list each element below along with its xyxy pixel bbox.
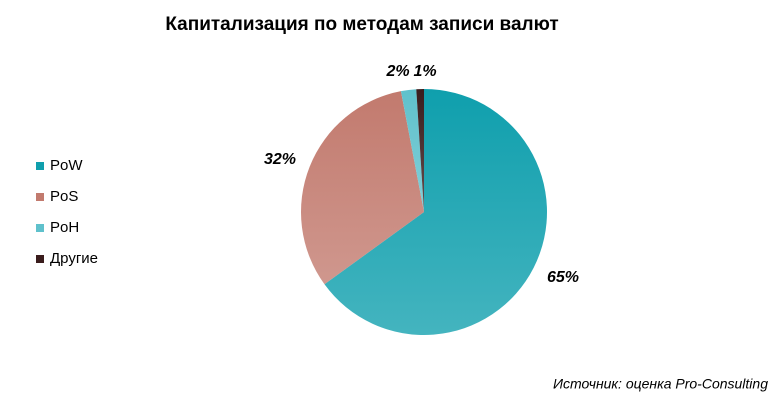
chart-title: Капитализация по методам записи валют (165, 14, 558, 35)
pie-slice (416, 89, 424, 212)
pie-slice (301, 91, 424, 285)
value-label: 2% (385, 63, 409, 80)
value-label: 65% (547, 269, 579, 286)
source-note: Источник: оценка Pro-Consulting (553, 376, 768, 392)
pie-slice (400, 89, 424, 212)
legend-label: PoW (50, 157, 83, 174)
legend-swatch (36, 162, 44, 170)
legend-swatch (36, 193, 44, 201)
legend-label: PoH (50, 219, 79, 236)
pie-slice (324, 89, 548, 336)
legend-label: Другие (50, 250, 98, 267)
value-label: 32% (264, 151, 296, 168)
legend-swatch (36, 224, 44, 232)
value-label: 1% (413, 63, 436, 80)
legend-swatch (36, 255, 44, 263)
legend-label: PoS (50, 188, 78, 205)
